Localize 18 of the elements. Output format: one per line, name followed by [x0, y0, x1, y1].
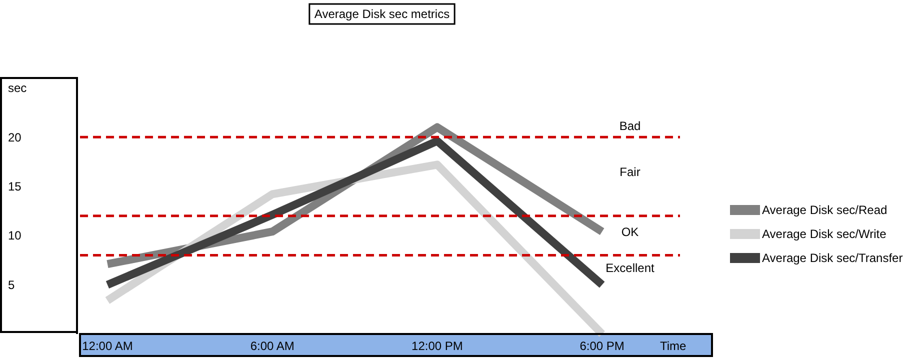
- x-axis-title: Time: [660, 339, 687, 353]
- chart-title: Average Disk sec metrics: [314, 7, 450, 21]
- x-tick-label: 6:00 AM: [250, 339, 294, 353]
- y-tick-label: 5: [8, 278, 15, 292]
- x-tick-label: 12:00 PM: [412, 339, 463, 353]
- y-tick-label: 20: [8, 130, 22, 144]
- x-tick-label: 6:00 PM: [580, 339, 624, 353]
- annotation: Bad: [619, 119, 641, 134]
- y-tick-label: 15: [8, 180, 22, 194]
- y-axis-title: sec: [8, 81, 27, 95]
- annotation: Excellent: [606, 261, 656, 276]
- legend-label: Average Disk sec/Write: [762, 227, 887, 242]
- legend-label: Average Disk sec/Read: [762, 203, 888, 218]
- legend-label: Average Disk sec/Transfer: [762, 251, 903, 266]
- annotation: Fair: [620, 165, 640, 180]
- y-tick-label: 10: [8, 228, 22, 243]
- x-tick-label: 12:00 AM: [82, 339, 133, 353]
- annotation: OK: [621, 225, 639, 240]
